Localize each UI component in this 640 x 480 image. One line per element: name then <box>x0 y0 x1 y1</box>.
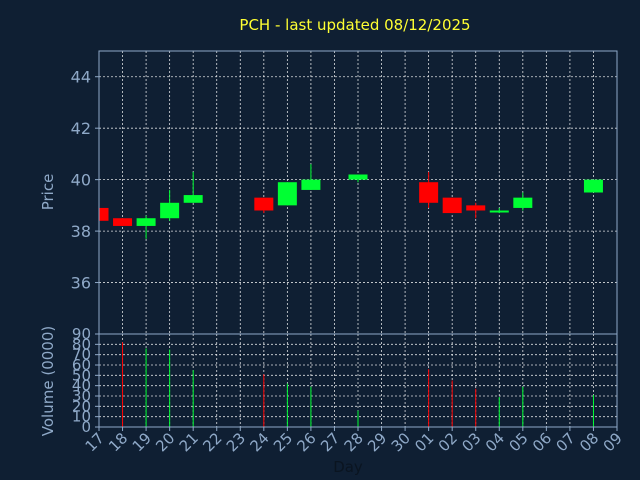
price-tick-label: 42 <box>71 119 91 138</box>
volume-bars <box>122 342 594 427</box>
volume-tick-label: 80 <box>72 335 91 353</box>
candle-body <box>513 197 533 208</box>
volume-tick-label: 10 <box>72 408 91 426</box>
volume-tick-label: 30 <box>72 387 91 405</box>
price-tick-label: 36 <box>71 274 91 293</box>
volume-axis-label: Volume (0000) <box>39 326 57 436</box>
candle-body <box>583 179 603 193</box>
volume-tick-label: 20 <box>72 397 91 415</box>
candle-body <box>183 195 203 203</box>
price-axis-label: Price <box>39 174 57 211</box>
candle-body <box>136 218 156 226</box>
candle-body <box>301 179 321 190</box>
volume-tick-label: 90 <box>72 325 91 343</box>
candle-body <box>466 205 486 211</box>
volume-tick-label: 50 <box>72 366 91 384</box>
price-tick-label: 40 <box>71 171 91 190</box>
price-tick-label: 44 <box>71 68 91 87</box>
candle-body <box>277 182 297 206</box>
candle-body <box>419 182 439 203</box>
candle-body <box>160 202 180 219</box>
day-axis-label: Day <box>333 458 363 476</box>
volume-tick-label: 70 <box>72 346 91 364</box>
price-axis-ticks: 36 38 40 42 44 <box>71 68 99 293</box>
price-tick-label: 38 <box>71 222 91 241</box>
candle-body <box>489 210 509 213</box>
volume-tick-label: 40 <box>72 377 91 395</box>
candle-body <box>254 197 274 211</box>
candle-body <box>442 197 462 214</box>
candle-body <box>348 174 368 180</box>
candle-body <box>113 218 133 226</box>
chart-title: PCH - last updated 08/12/2025 <box>239 16 470 34</box>
volume-tick-label: 0 <box>81 418 91 436</box>
day-axis-ticks: 1718192021222324252627282930010203040506… <box>82 427 626 455</box>
candles <box>98 164 603 239</box>
candle-body <box>99 207 109 221</box>
volume-tick-label: 60 <box>72 356 91 374</box>
